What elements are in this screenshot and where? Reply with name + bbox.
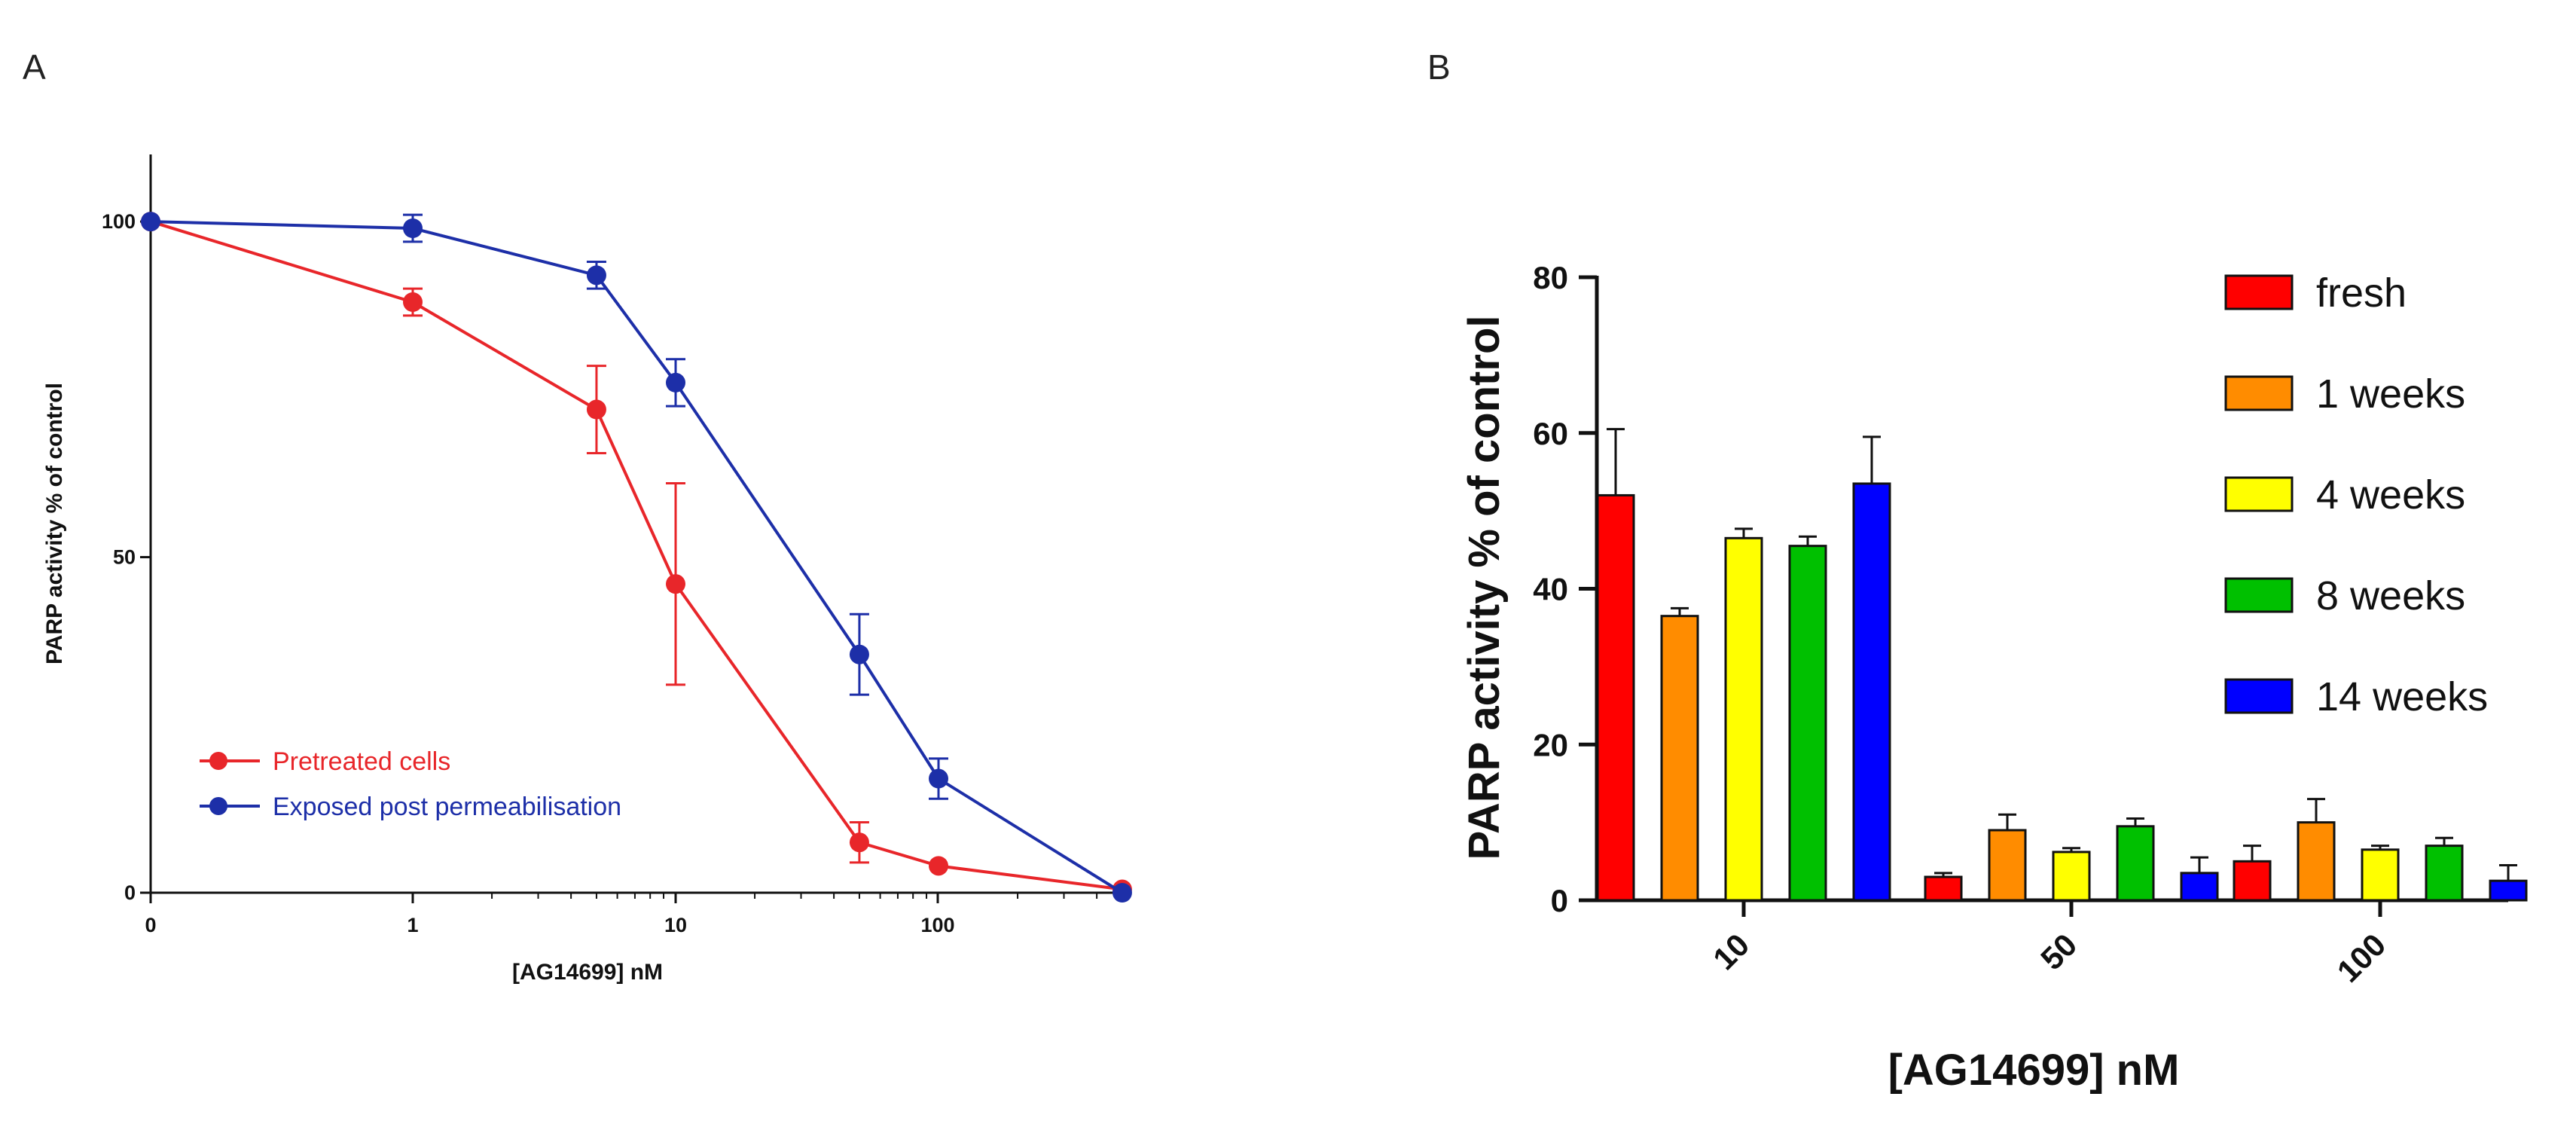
chart-a-legend-label: Pretreated cells (273, 747, 450, 776)
chart-b-y-tick-label: 60 (1533, 416, 1568, 451)
chart-a-legend-label: Exposed post permeabilisation (273, 793, 621, 821)
chart-b-bar (2052, 851, 2091, 902)
chart-a-y-tick-label: 0 (124, 881, 136, 904)
chart-a-x-tick-label: 1 (407, 914, 418, 936)
chart-b-bar (1788, 545, 1827, 902)
panel-a-label: A (23, 47, 46, 87)
chart-a-x-tick-label: 10 (664, 914, 687, 936)
chart-a-data-point (929, 768, 948, 789)
chart-b-legend-swatch (2224, 678, 2294, 714)
chart-a-data-point (1112, 883, 1132, 903)
chart-b-legend-label: 8 weeks (2316, 573, 2465, 619)
panel-b-label: B (1427, 47, 1451, 87)
chart-a-dose-response: 0 50 100 0 1 10 100 [AG14699] nM PARP activity %… (42, 154, 1132, 985)
chart-b-bar (1596, 493, 1635, 902)
chart-a-data-point (666, 372, 685, 393)
chart-a-legend-marker (209, 752, 227, 770)
chart-b-x-axis-title: [AG14699] nM (1888, 1046, 2180, 1095)
chart-a-data-point (929, 856, 948, 876)
chart-a-data-point (849, 644, 869, 664)
chart-b-y-tick-label: 80 (1533, 260, 1568, 295)
chart-b-bar-chart: 0 20 40 60 80 10 50 100 [AG14699] nM PARP activit… (1460, 260, 2528, 1095)
chart-a-data-point (586, 265, 606, 286)
chart-b-bar (1924, 875, 1963, 902)
chart-b-y-tick-label: 20 (1533, 727, 1568, 762)
chart-b-bar (1724, 536, 1763, 902)
chart-a-x-tick-label: 0 (145, 914, 156, 936)
chart-a-y-tick-label: 100 (102, 210, 136, 233)
chart-a-series-line (150, 220, 1123, 891)
chart-b-legend-label: fresh (2316, 270, 2407, 316)
chart-a-data-point (586, 399, 606, 420)
chart-b-legend-label: 14 weeks (2316, 674, 2488, 719)
chart-b-bar (1852, 482, 1891, 902)
chart-b-legend-label: 1 weeks (2316, 371, 2465, 417)
chart-b-bar (2116, 825, 2155, 902)
chart-b-x-tick-label: 10 (1706, 927, 1756, 976)
chart-a-y-axis-title: PARP activity % of control (42, 383, 67, 664)
chart-b-bar (2425, 845, 2464, 902)
chart-b-bar (2180, 872, 2219, 902)
chart-a-data-point (403, 218, 423, 238)
chart-a-x-tick-label: 100 (920, 914, 954, 936)
chart-b-bar (1988, 829, 2027, 902)
chart-b-bar (2489, 879, 2528, 902)
chart-a-data-point (403, 292, 423, 312)
chart-b-y-tick-label: 0 (1551, 883, 1568, 918)
chart-a-data-point (849, 832, 869, 853)
chart-a-x-axis-title: [AG14699] nM (512, 960, 663, 985)
chart-a-data-point (141, 212, 160, 232)
chart-b-legend-swatch (2224, 476, 2294, 512)
chart-b-bar (2233, 860, 2272, 902)
chart-b-legend-swatch (2224, 274, 2294, 310)
chart-b-legend-label: 4 weeks (2316, 472, 2465, 518)
chart-a-data-point (666, 574, 685, 594)
chart-a-legend-marker (209, 797, 227, 815)
chart-a-y-tick-label: 50 (113, 546, 136, 569)
chart-b-y-tick-label: 40 (1533, 572, 1568, 607)
chart-b-x-tick-label: 50 (2034, 927, 2083, 976)
chart-b-bar (1660, 615, 1699, 902)
chart-b-y-axis-title: PARP activity % of control (1460, 316, 1509, 860)
chart-b-bar (2361, 848, 2400, 902)
chart-b-legend-swatch (2224, 375, 2294, 411)
chart-b-legend-swatch (2224, 577, 2294, 613)
chart-b-x-tick-label: 100 (2330, 927, 2393, 989)
chart-b-bar (2297, 821, 2336, 902)
